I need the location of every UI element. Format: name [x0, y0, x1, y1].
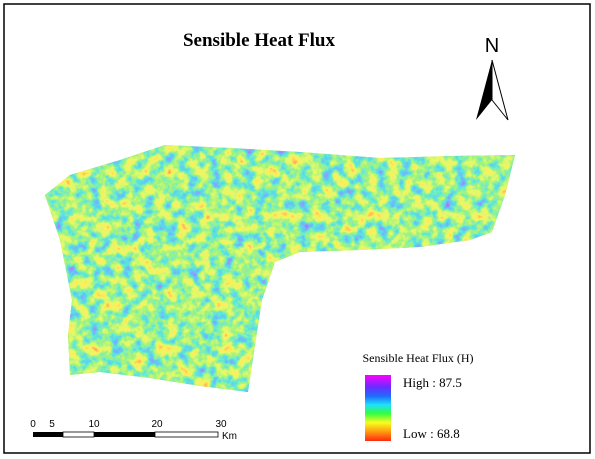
scale-label: 20 [151, 419, 163, 430]
legend-ramp [365, 375, 391, 441]
scale-label: 0 [30, 419, 36, 430]
scale-label: 5 [49, 419, 55, 430]
map-figure: Sensible Heat Flux N Sensible Heat Flux … [0, 0, 595, 459]
scale-unit: Km [222, 431, 237, 442]
map-title: Sensible Heat Flux [183, 30, 336, 51]
north-label: N [485, 35, 499, 57]
scale-label: 10 [88, 419, 100, 430]
scale-bar [33, 432, 218, 437]
legend-title: Sensible Heat Flux (H) [363, 351, 474, 365]
scale-label: 30 [215, 419, 227, 430]
page: Sensible Heat Flux N Sensible Heat Flux … [0, 0, 595, 459]
legend-high: High : 87.5 [403, 375, 462, 390]
legend-low: Low : 68.8 [403, 426, 460, 441]
